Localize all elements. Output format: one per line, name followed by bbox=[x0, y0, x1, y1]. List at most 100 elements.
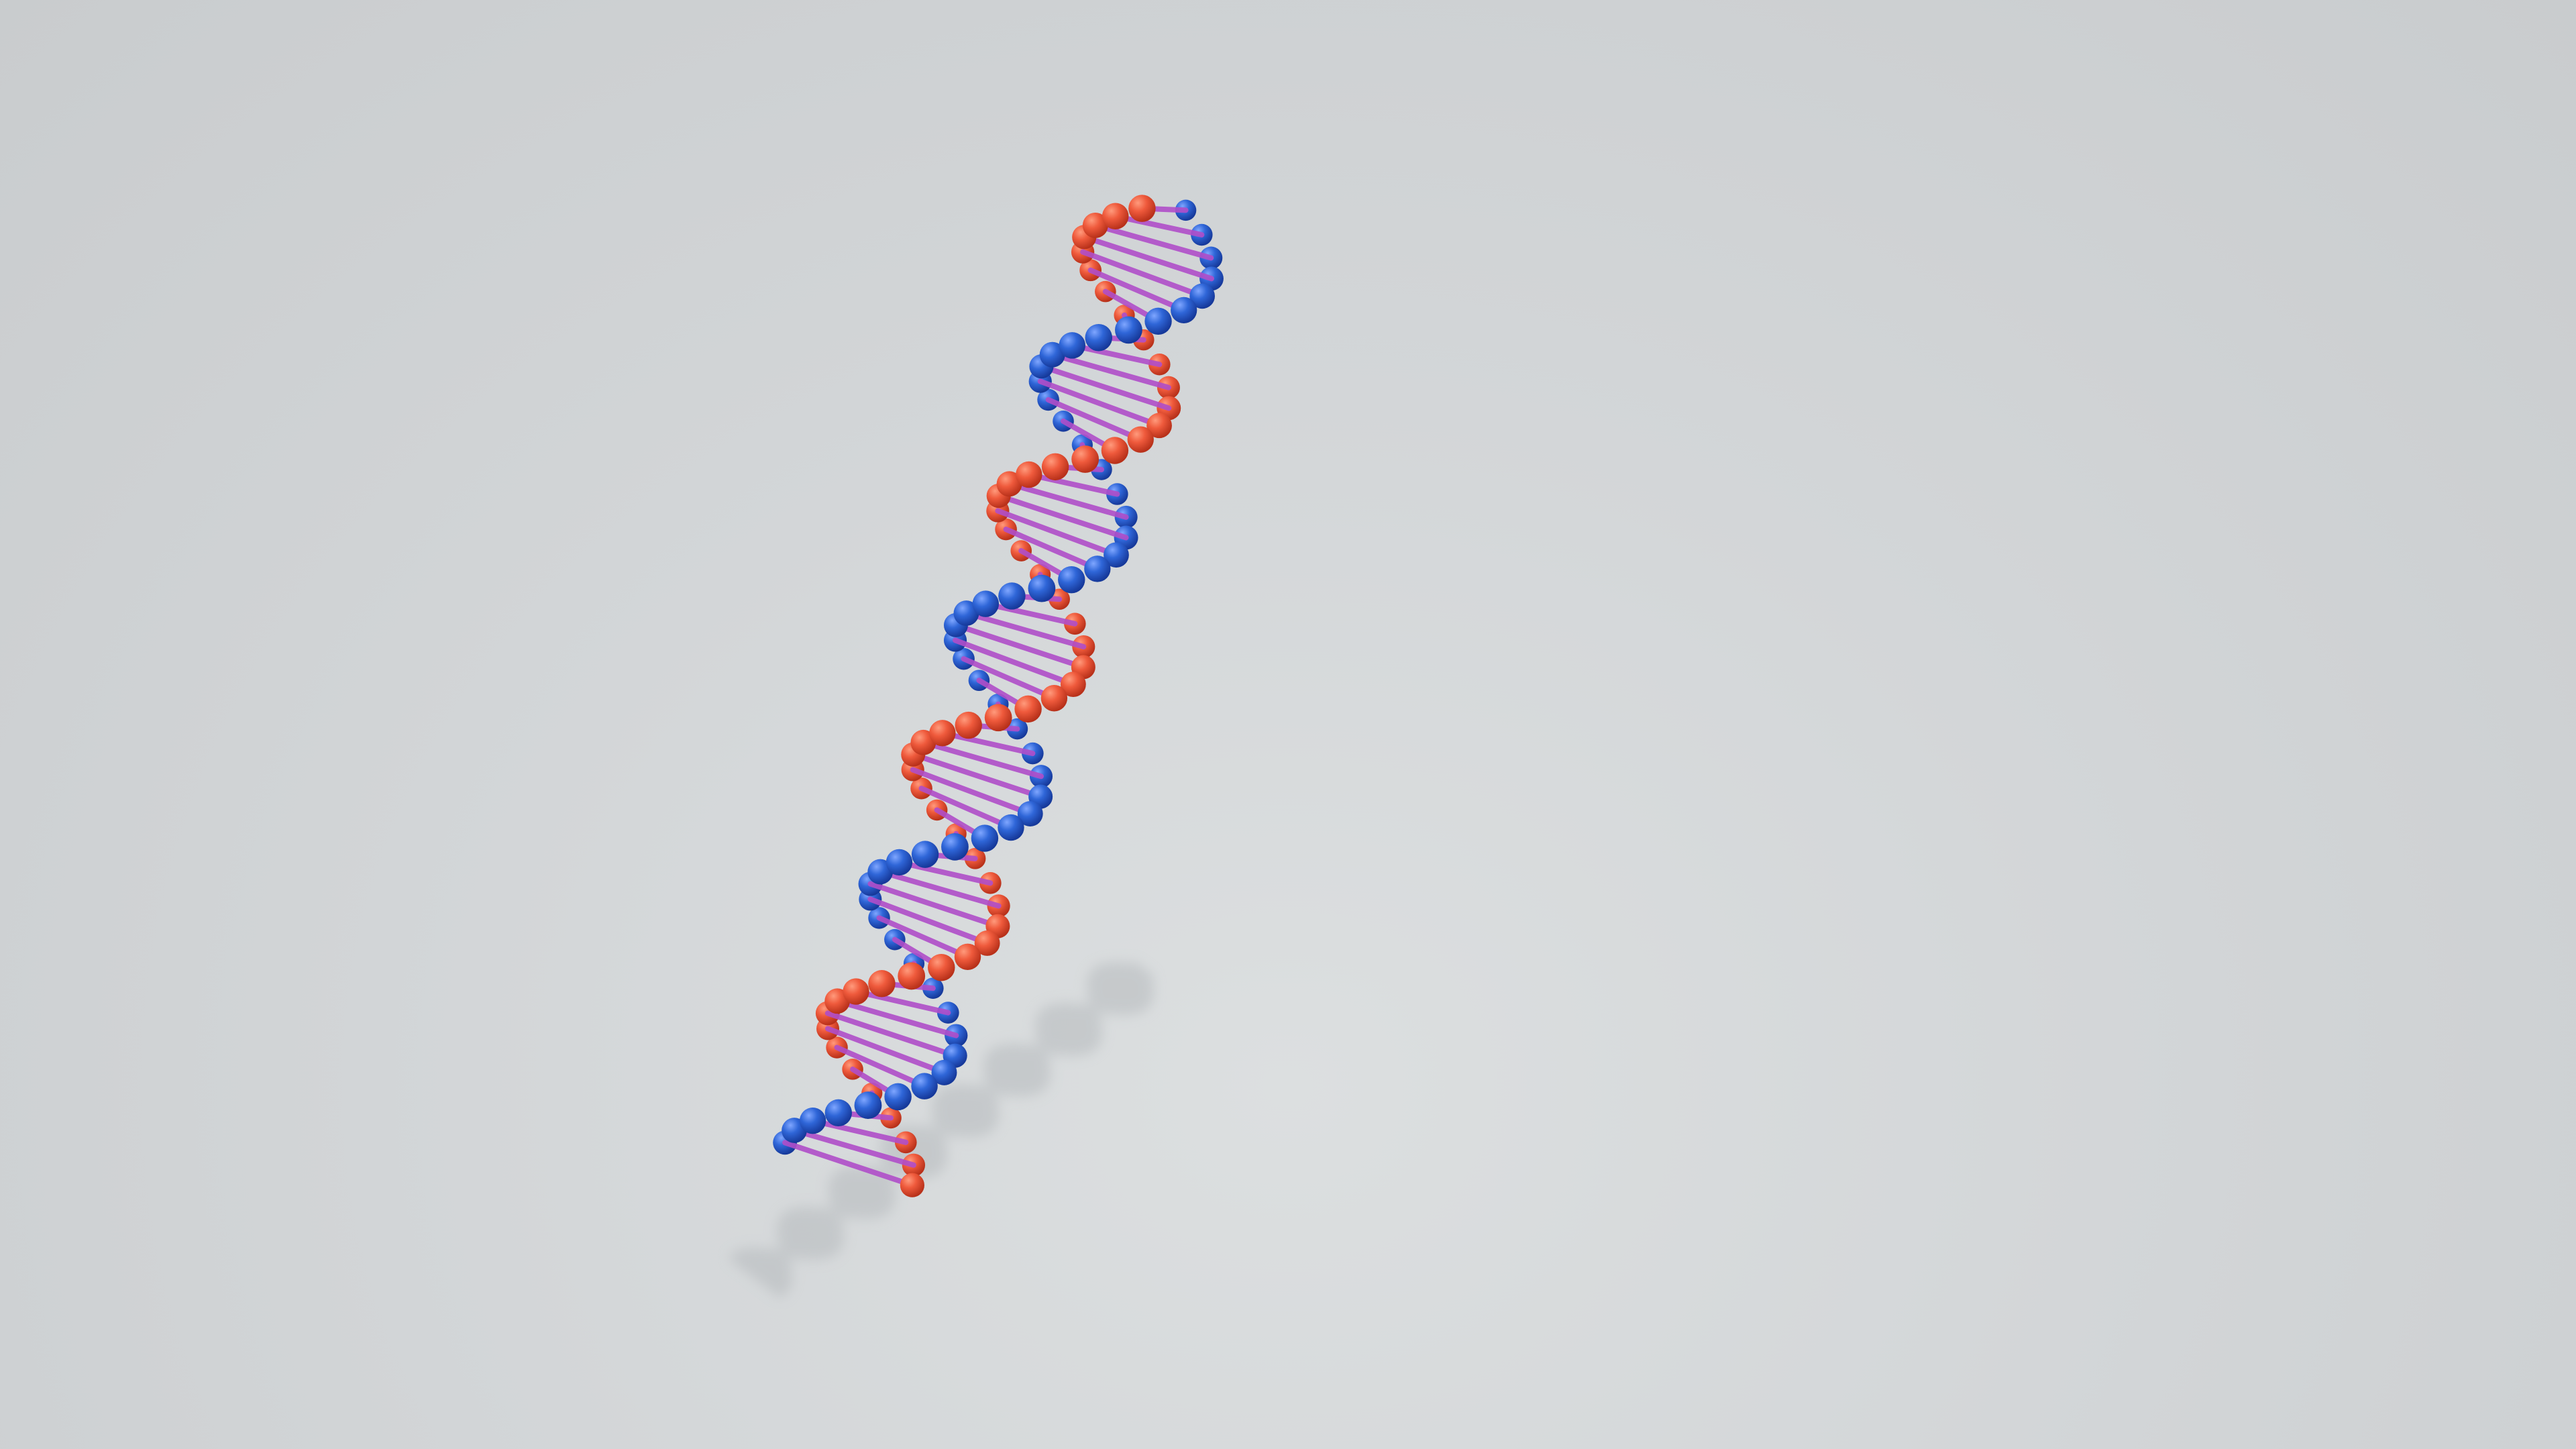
strand-b-nucleotide bbox=[1059, 332, 1086, 359]
strand-b-nucleotide bbox=[1017, 801, 1043, 826]
shadow-rung bbox=[1092, 965, 1150, 1011]
strand-b-nucleotide bbox=[885, 849, 913, 876]
shadow-rung bbox=[1087, 971, 1142, 1015]
base-pair-rung bbox=[1081, 234, 1214, 282]
shadow-rung bbox=[749, 1246, 794, 1283]
strand-b-nucleotide bbox=[911, 1073, 938, 1099]
shadow-rung bbox=[1075, 1002, 1102, 1026]
shadow-rung bbox=[984, 1053, 1038, 1097]
base-pair-rung bbox=[1092, 222, 1214, 261]
strand-b-nucleotide bbox=[1039, 341, 1065, 368]
strand-a-nucleotide bbox=[1146, 413, 1172, 439]
base-pair-rung bbox=[920, 739, 1044, 780]
shadow-rung bbox=[1086, 991, 1117, 1016]
shadow-rung bbox=[905, 1124, 949, 1160]
shadow-rung bbox=[971, 1083, 999, 1108]
base-pair-rung bbox=[876, 915, 971, 960]
dna-helix bbox=[773, 195, 1224, 1197]
strand-b-nucleotide bbox=[1084, 555, 1111, 582]
shadow-rung bbox=[930, 1103, 975, 1139]
strand-b-nucleotide bbox=[1189, 283, 1215, 309]
strand-b-nucleotide bbox=[799, 1108, 826, 1134]
shadow-rung bbox=[1113, 961, 1155, 996]
strand-b-nucleotide bbox=[953, 600, 979, 627]
strand-a-nucleotide bbox=[955, 711, 982, 739]
shadow-rung bbox=[983, 1073, 1012, 1098]
shadow-rung bbox=[1061, 1001, 1104, 1036]
shadow-rung bbox=[997, 1043, 1051, 1087]
strand-b-nucleotide bbox=[1028, 574, 1056, 602]
base-pair-rung bbox=[953, 637, 1076, 688]
strand-a-nucleotide bbox=[1014, 695, 1042, 723]
strand-a-nucleotide bbox=[898, 962, 926, 990]
base-pair-rung bbox=[1087, 267, 1187, 313]
shadow-rung bbox=[814, 1205, 844, 1231]
base-pair-rung bbox=[1038, 364, 1172, 411]
strand-b-nucleotide bbox=[1171, 297, 1197, 324]
strand-b-nucleotide bbox=[911, 841, 939, 868]
strand-a-nucleotide bbox=[1060, 672, 1086, 698]
shadow-rung bbox=[800, 1205, 845, 1242]
base-pair-rung bbox=[782, 1140, 915, 1188]
shadow-rung bbox=[880, 1155, 908, 1179]
base-pair-rung bbox=[824, 1010, 958, 1059]
shadow-rung bbox=[737, 1248, 792, 1291]
base-pair-rung bbox=[963, 610, 1087, 650]
shadow-rung bbox=[1037, 1043, 1049, 1055]
base-pair-rung bbox=[910, 751, 1044, 800]
shadow-rung bbox=[1040, 1006, 1097, 1052]
base-pair-rung bbox=[961, 656, 1057, 701]
strand-b-nucleotide bbox=[1144, 307, 1172, 335]
shadow-rung bbox=[1049, 1002, 1102, 1045]
shadow-rung bbox=[790, 1207, 843, 1250]
strand-a-nucleotide bbox=[1101, 437, 1129, 464]
base-pair-rung bbox=[867, 881, 1001, 929]
strand-a-nucleotide bbox=[843, 978, 869, 1005]
shadow-rung bbox=[762, 1246, 793, 1272]
strand-b-nucleotide bbox=[941, 833, 969, 861]
strand-a-nucleotide bbox=[1127, 426, 1154, 453]
base-pair-rung bbox=[853, 989, 951, 1016]
shadow-rung bbox=[853, 1165, 897, 1201]
shadow-rung bbox=[775, 1226, 818, 1262]
shadow-rung bbox=[1009, 1042, 1052, 1077]
shadow-rung bbox=[782, 1211, 839, 1256]
base-pair-rung bbox=[995, 508, 1119, 558]
shadow-rung bbox=[828, 1196, 857, 1220]
shadow-rung bbox=[957, 1083, 1000, 1118]
base-pair-rung bbox=[1080, 249, 1205, 299]
strand-a-nucleotide bbox=[1016, 461, 1042, 488]
shadow-rung bbox=[1034, 1021, 1079, 1057]
base-pair-rung bbox=[1045, 396, 1144, 443]
strand-a-nucleotide bbox=[1082, 212, 1108, 238]
shadow-rung bbox=[1101, 961, 1154, 1004]
base-pair-rung bbox=[1049, 352, 1171, 390]
base-pair-rung bbox=[877, 869, 1002, 909]
strand-a-nucleotide bbox=[984, 704, 1012, 732]
shadow-rung bbox=[932, 1094, 986, 1138]
strand-a-nucleotide bbox=[996, 471, 1022, 497]
shadow-rung bbox=[833, 1170, 890, 1216]
strand-b-nucleotide bbox=[998, 582, 1026, 610]
strand-a-nucleotide bbox=[868, 970, 896, 998]
shadow-rung bbox=[777, 1217, 830, 1260]
shadow-rung bbox=[937, 1088, 994, 1134]
strand-b-nucleotide bbox=[1104, 542, 1129, 568]
strand-b-nucleotide bbox=[1115, 316, 1142, 344]
strand-a-nucleotide bbox=[1040, 685, 1068, 712]
base-pair-rung bbox=[939, 730, 1036, 757]
strand-a-nucleotide bbox=[1102, 203, 1129, 230]
shadow-rung bbox=[982, 1062, 1026, 1098]
base-pair-rung bbox=[835, 998, 959, 1038]
shadow-rung bbox=[777, 1248, 790, 1260]
shadow-rung bbox=[1023, 1042, 1051, 1067]
base-pair-rung bbox=[896, 859, 994, 886]
strand-b-nucleotide bbox=[1058, 566, 1085, 594]
base-pair-rung bbox=[918, 786, 1014, 830]
strand-b-nucleotide bbox=[884, 1083, 912, 1111]
shadow-rung bbox=[918, 1124, 947, 1148]
base-pair-rung bbox=[792, 1128, 916, 1168]
shadow-rung bbox=[827, 1185, 870, 1221]
strand-a-nucleotide bbox=[929, 720, 956, 747]
